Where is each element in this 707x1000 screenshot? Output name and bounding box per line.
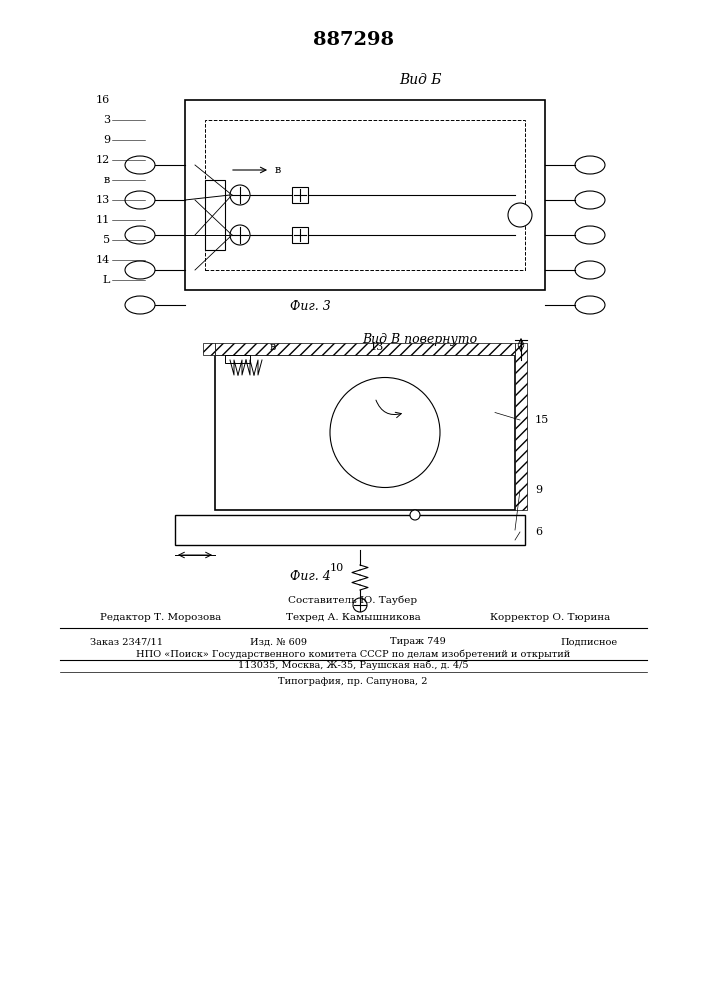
Bar: [175, 515, 525, 545]
Bar: [205, 120, 525, 270]
Ellipse shape: [575, 226, 605, 244]
Ellipse shape: [125, 156, 155, 174]
Text: 5: 5: [103, 235, 110, 245]
Text: 15: 15: [535, 415, 549, 425]
Text: Вид В повернуто: Вид В повернуто: [363, 334, 477, 347]
Text: Составитель Ю. Таубер: Составитель Ю. Таубер: [288, 595, 418, 605]
Circle shape: [353, 598, 367, 612]
Text: 10: 10: [330, 563, 344, 573]
Text: Фиг. 4: Фиг. 4: [290, 570, 330, 584]
Text: 12: 12: [95, 155, 110, 165]
Circle shape: [230, 225, 250, 245]
Ellipse shape: [575, 191, 605, 209]
Text: L: L: [103, 275, 110, 285]
Text: 13: 13: [370, 342, 384, 352]
Bar: [185, 100, 545, 290]
Bar: [515, 343, 527, 510]
Text: 13: 13: [95, 195, 110, 205]
Text: 11: 11: [95, 215, 110, 225]
Ellipse shape: [125, 226, 155, 244]
Text: 887298: 887298: [312, 31, 394, 49]
Ellipse shape: [575, 261, 605, 279]
Text: Изд. № 609: Изд. № 609: [250, 638, 307, 647]
Text: Техред А. Камышникова: Техред А. Камышникова: [286, 613, 421, 622]
Text: 6: 6: [535, 527, 542, 537]
Text: 9: 9: [103, 135, 110, 145]
Ellipse shape: [575, 156, 605, 174]
Text: Редактор Т. Морозова: Редактор Т. Морозова: [100, 613, 221, 622]
Text: в: в: [270, 342, 276, 352]
Text: 113035, Москва, Ж-35, Раушская наб., д. 4/5: 113035, Москва, Ж-35, Раушская наб., д. …: [238, 660, 468, 670]
Bar: [203, 343, 215, 355]
Text: Типография, пр. Сапунова, 2: Типография, пр. Сапунова, 2: [279, 678, 428, 686]
Circle shape: [508, 203, 532, 227]
Text: НПО «Поиск» Государственного комитета СССР по делам изобретений и открытий: НПО «Поиск» Государственного комитета СС…: [136, 649, 570, 659]
Bar: [215, 343, 515, 355]
Text: 3: 3: [103, 115, 110, 125]
Circle shape: [330, 377, 440, 488]
Text: 14: 14: [95, 255, 110, 265]
Bar: [205, 180, 225, 250]
Text: в: в: [275, 165, 281, 175]
Text: Фиг. 3: Фиг. 3: [290, 300, 330, 314]
Ellipse shape: [125, 296, 155, 314]
Ellipse shape: [125, 261, 155, 279]
Text: 16: 16: [95, 95, 110, 105]
Bar: [225, 355, 250, 363]
Text: Корректор О. Тюрина: Корректор О. Тюрина: [490, 613, 610, 622]
Text: 9: 9: [535, 485, 542, 495]
Ellipse shape: [125, 191, 155, 209]
Bar: [292, 227, 308, 243]
Text: Заказ 2347/11: Заказ 2347/11: [90, 638, 163, 647]
Circle shape: [410, 510, 420, 520]
Bar: [292, 187, 308, 203]
Bar: [215, 355, 515, 510]
Circle shape: [230, 185, 250, 205]
Text: Тираж 749: Тираж 749: [390, 638, 445, 647]
Text: Подписное: Подписное: [560, 638, 617, 647]
Text: в: в: [104, 175, 110, 185]
Text: Вид Б: Вид Б: [399, 73, 441, 87]
Ellipse shape: [575, 296, 605, 314]
